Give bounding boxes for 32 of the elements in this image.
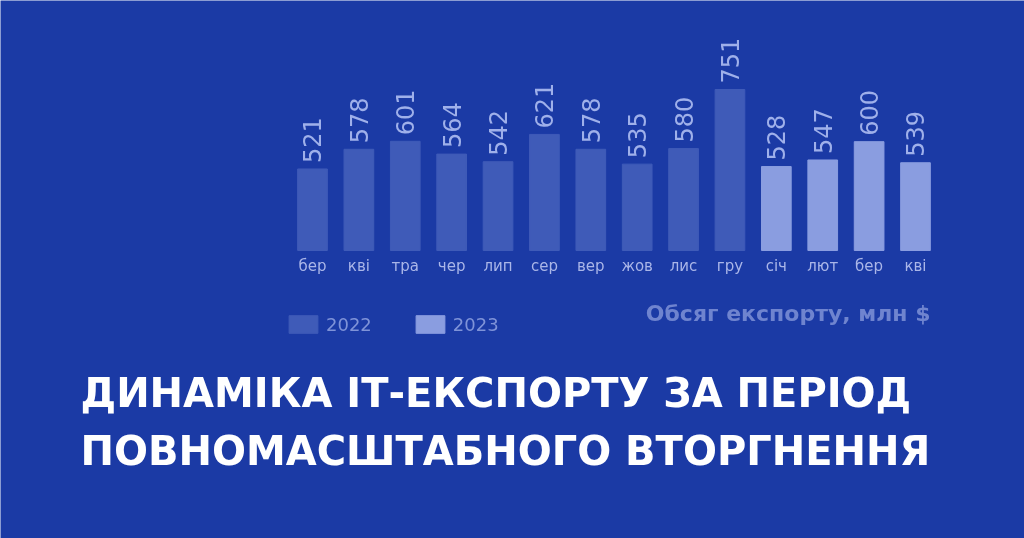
data-label: 542: [485, 109, 514, 156]
x-tick-label: січ: [765, 256, 787, 275]
x-tick-label: вер: [577, 256, 605, 275]
data-label: 600: [856, 89, 885, 136]
data-label: 578: [345, 97, 374, 144]
data-label: 564: [438, 102, 467, 149]
x-tick-label: кві: [904, 256, 927, 275]
data-label: 580: [670, 96, 699, 143]
x-tick-label: гру: [716, 256, 744, 275]
text: ДИНАМІКА ІТ-ЕКСПОРТУ ЗА ПЕРІОД ПОВНОМАСШТАБНОГО ВТОРГНЕННЯ: [80, 369, 931, 474]
data-label: 601: [392, 89, 421, 136]
data-label: 539: [902, 110, 931, 157]
x-tick-label: кві: [347, 256, 370, 275]
x-tick-label: чер: [437, 256, 466, 275]
data-label: 751: [716, 37, 745, 84]
data-label: 578: [577, 97, 606, 144]
x-tick-label: лип: [483, 256, 513, 275]
x-tick-label: лют: [807, 256, 839, 275]
x-tick-label: жов: [621, 256, 653, 275]
x-tick-label: бер: [298, 256, 327, 275]
data-label: 521: [299, 117, 328, 163]
x-tick-label: бер: [855, 256, 884, 275]
legend-label: 2022: [326, 313, 372, 335]
text: Обсяг експорту, млн $: [645, 300, 931, 326]
x-tick-label: лис: [669, 256, 698, 275]
data-label: 528: [763, 114, 792, 161]
data-label: 547: [809, 108, 838, 154]
legend-label: 2023: [452, 313, 499, 335]
x-tick-label: сер: [530, 256, 558, 275]
data-label: 535: [624, 112, 653, 159]
x-tick-label: тра: [391, 256, 419, 275]
data-label: 621: [531, 82, 560, 129]
